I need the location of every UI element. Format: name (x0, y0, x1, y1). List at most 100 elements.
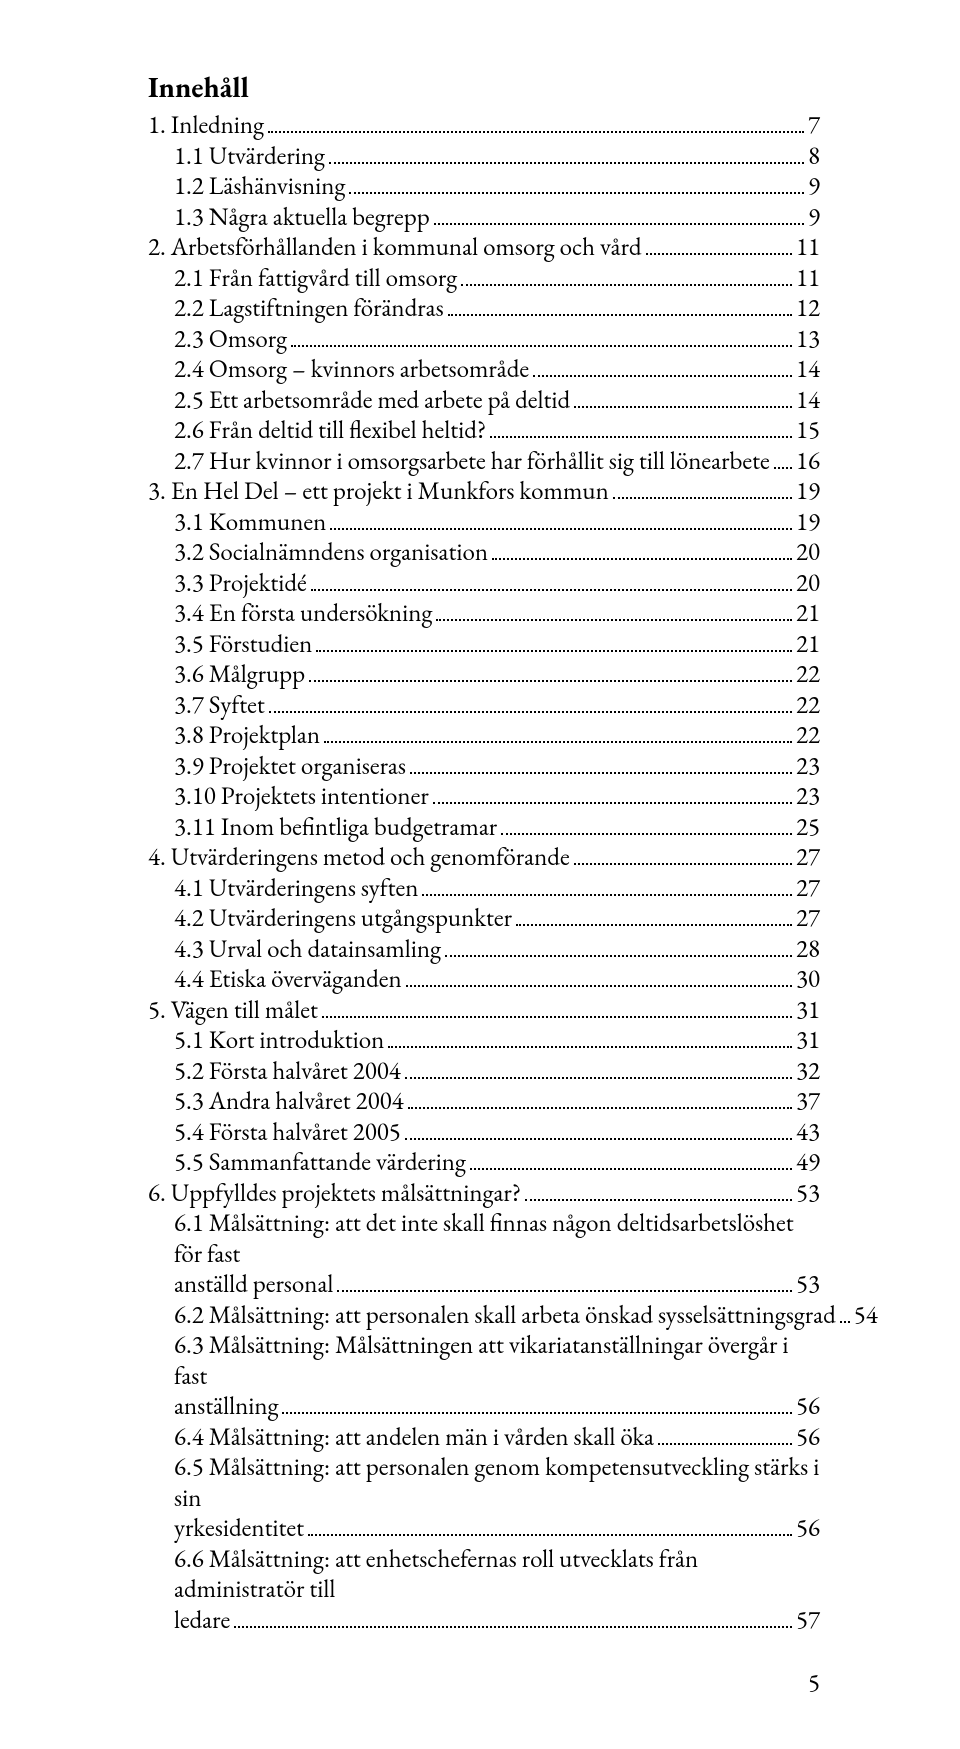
toc-leader (658, 1443, 792, 1445)
toc-leader (324, 741, 792, 743)
toc-leader (329, 162, 804, 164)
toc-entry-text: 2. Arbetsförhållanden i kommunal omsorg … (148, 232, 642, 263)
toc-leader (501, 833, 792, 835)
toc-entry-page: 22 (796, 690, 820, 721)
toc-leader (774, 467, 792, 469)
toc-entry-page: 12 (796, 293, 820, 324)
toc-entry-text: 2.7 Hur kvinnor i omsorgsarbete har förh… (174, 446, 770, 477)
toc-leader (525, 1199, 792, 1201)
toc-leader (408, 1107, 792, 1109)
toc-entry: 5.2 Första halvåret 200432 (148, 1056, 820, 1087)
toc-entry: 3.8 Projektplan22 (148, 720, 820, 751)
toc-entry-page: 21 (796, 629, 820, 660)
toc-entry-page: 54 (854, 1300, 878, 1331)
toc-leader (234, 1626, 792, 1628)
toc-entry-page: 43 (796, 1117, 820, 1148)
toc-entry: 4.3 Urval och datainsamling28 (148, 934, 820, 965)
toc-entry-text: 3.11 Inom befintliga budgetramar (174, 812, 497, 843)
toc-entry: 4.1 Utvärderingens syften27 (148, 873, 820, 904)
toc-entry: 2.5 Ett arbetsområde med arbete på delti… (148, 385, 820, 416)
toc-entry-page: 14 (796, 385, 820, 416)
toc-entry-text: 3.2 Socialnämndens organisation (174, 537, 488, 568)
toc-leader (613, 497, 792, 499)
toc-entry: 2.4 Omsorg – kvinnors arbetsområde14 (148, 354, 820, 385)
toc-entry: 3.11 Inom befintliga budgetramar25 (148, 812, 820, 843)
toc-entry-page: 8 (808, 141, 820, 172)
toc-leader (516, 924, 792, 926)
toc-leader (492, 558, 792, 560)
toc-leader (646, 253, 792, 255)
toc-leader (308, 1534, 792, 1536)
toc-entry-text: 3. En Hel Del – ett projekt i Munkfors k… (148, 476, 609, 507)
toc-entry-page: 53 (796, 1269, 820, 1300)
toc-entry-page: 19 (796, 476, 820, 507)
toc-entry: 3.6 Målgrupp22 (148, 659, 820, 690)
toc-leader (461, 284, 792, 286)
toc-entry: 2.7 Hur kvinnor i omsorgsarbete har förh… (148, 446, 820, 477)
toc-entry-page: 16 (796, 446, 820, 477)
toc-entry-page: 27 (796, 842, 820, 873)
toc-entry-text: 4.3 Urval och datainsamling (174, 934, 441, 965)
toc-entry: 3.3 Projektidé20 (148, 568, 820, 599)
toc-entry: 3.4 En första undersökning21 (148, 598, 820, 629)
toc-entry-text: 2.5 Ett arbetsområde med arbete på delti… (174, 385, 570, 416)
toc-leader (434, 223, 804, 225)
toc-entry: 2.3 Omsorg 13 (148, 324, 820, 355)
toc-entry: 1.1 Utvärdering8 (148, 141, 820, 172)
toc-leader (448, 314, 792, 316)
toc-entry-text: ledare (174, 1605, 230, 1636)
toc-entry-page: 37 (796, 1086, 820, 1117)
toc-leader (840, 1321, 850, 1323)
toc-entry: 1.2 Läshänvisning9 (148, 171, 820, 202)
toc-entry-page: 13 (796, 324, 820, 355)
toc-entry-page: 9 (808, 202, 820, 233)
toc-entry-text: 2.3 Omsorg (174, 324, 287, 355)
toc-entry-text: anställd personal (174, 1269, 333, 1300)
toc-entry-page: 57 (796, 1605, 820, 1636)
toc-entry-text: 4.2 Utvärderingens utgångspunkter (174, 903, 512, 934)
toc-entry-page: 32 (796, 1056, 820, 1087)
toc-leader (311, 589, 792, 591)
toc-leader (445, 955, 792, 957)
toc-entry-text-line1: 6.6 Målsättning: att enhetschefernas rol… (148, 1544, 820, 1605)
toc-entry: 6.6 Målsättning: att enhetschefernas rol… (148, 1544, 820, 1636)
toc-entry-page: 7 (808, 110, 820, 141)
toc-entry: 3.1 Kommunen19 (148, 507, 820, 538)
toc-entry: 6. Uppfylldes projektets målsättningar?5… (148, 1178, 820, 1209)
toc-leader (337, 1290, 792, 1292)
toc-entry: 6.4 Målsättning: att andelen män i vårde… (148, 1422, 820, 1453)
toc-entry-page: 31 (796, 995, 820, 1026)
toc-leader (405, 1077, 792, 1079)
toc-entry-text: 3.6 Målgrupp (174, 659, 305, 690)
toc-leader (490, 436, 792, 438)
toc-leader (268, 131, 804, 133)
toc-leader (349, 192, 804, 194)
toc-entry-text: 2.2 Lagstiftningen förändras (174, 293, 444, 324)
toc-entry-page: 23 (796, 781, 820, 812)
toc-entry: 6.3 Målsättning: Målsättningen att vikar… (148, 1330, 820, 1422)
toc-entry: 2.1 Från fattigvård till omsorg11 (148, 263, 820, 294)
toc-title: Innehåll (148, 68, 820, 106)
toc-entry-page: 53 (796, 1178, 820, 1209)
toc-entry: 6.5 Målsättning: att personalen genom ko… (148, 1452, 820, 1544)
table-of-contents: 1. Inledning71.1 Utvärdering81.2 Läshänv… (148, 110, 820, 1635)
toc-entry-page: 31 (796, 1025, 820, 1056)
toc-entry-text: 5.4 Första halvåret 2005 (174, 1117, 401, 1148)
toc-leader (433, 802, 792, 804)
toc-entry: 6.1 Målsättning: att det inte skall finn… (148, 1208, 820, 1300)
toc-entry-page: 15 (796, 415, 820, 446)
toc-entry: 4. Utvärderingens metod och genomförande… (148, 842, 820, 873)
toc-entry-text: 4. Utvärderingens metod och genomförande (148, 842, 570, 873)
toc-entry: 1. Inledning7 (148, 110, 820, 141)
toc-entry-text-line1: 6.1 Målsättning: att det inte skall finn… (148, 1208, 820, 1269)
toc-entry: 2.6 Från deltid till flexibel heltid? 15 (148, 415, 820, 446)
toc-leader (574, 406, 792, 408)
toc-entry-text: 3.1 Kommunen (174, 507, 326, 538)
toc-leader (405, 1138, 792, 1140)
toc-entry-text: 2.6 Från deltid till flexibel heltid? (174, 415, 486, 446)
toc-entry-page: 22 (796, 720, 820, 751)
toc-leader (330, 528, 792, 530)
toc-leader (533, 375, 792, 377)
toc-entry: 6.2 Målsättning: att personalen skall ar… (148, 1300, 820, 1331)
toc-entry-text: 5.3 Andra halvåret 2004 (174, 1086, 404, 1117)
